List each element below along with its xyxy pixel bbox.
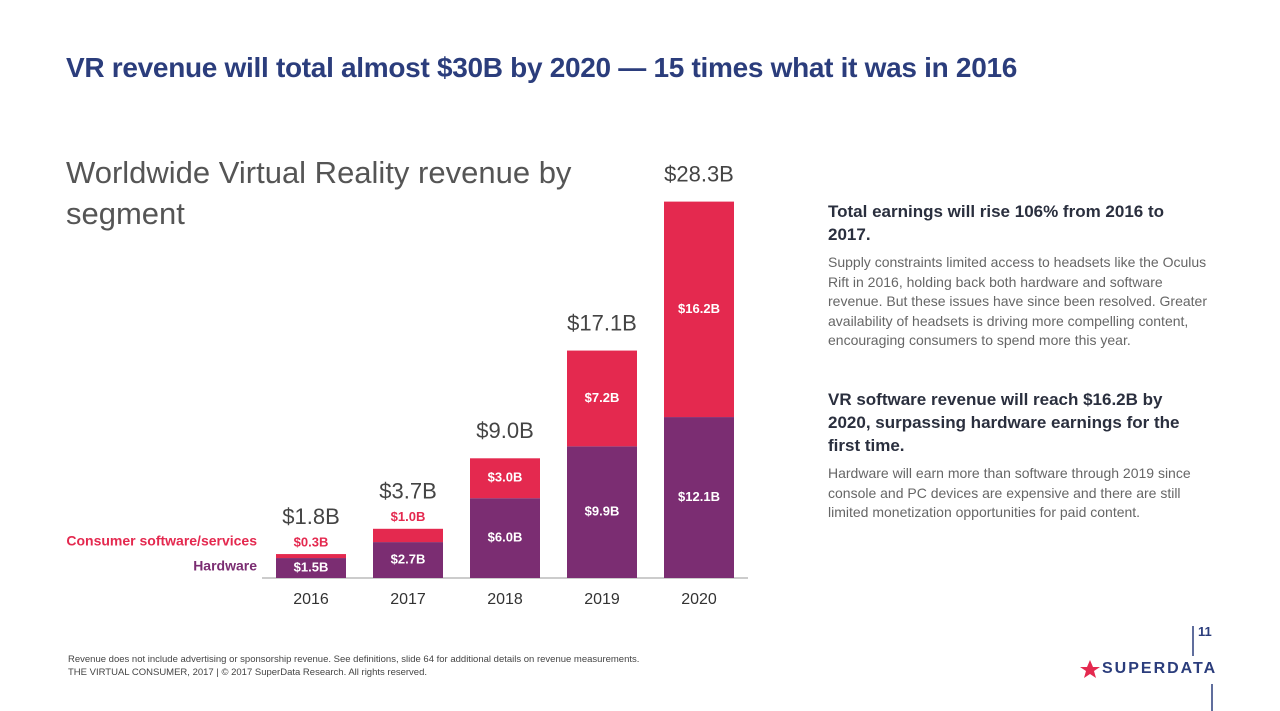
bar-segment — [276, 554, 346, 559]
bar-segment — [470, 458, 540, 499]
bar-segment — [664, 417, 734, 578]
bar-segment — [470, 498, 540, 578]
total-label: $28.3B — [664, 161, 734, 186]
total-label: $3.7B — [379, 479, 437, 504]
value-label: $3.0B — [488, 470, 523, 485]
note-body: Hardware will earn more than software th… — [828, 465, 1191, 520]
value-label: $0.3B — [294, 534, 329, 549]
bar-segment — [373, 542, 443, 578]
x-tick-label: 2020 — [681, 591, 717, 608]
x-tick-label: 2018 — [487, 591, 523, 608]
note-heading: VR software revenue will reach $16.2B by… — [828, 390, 1180, 455]
note-heading: Total earnings will rise 106% from 2016 … — [828, 202, 1165, 244]
value-label: $1.0B — [391, 509, 426, 524]
legend-label: Consumer software/services — [66, 533, 257, 549]
value-label: $12.1B — [678, 489, 720, 504]
bar-segment — [373, 528, 443, 543]
value-label: $16.2B — [678, 301, 720, 316]
note: Total earnings will rise 106% from 2016 … — [828, 200, 1208, 351]
logo-star — [1080, 660, 1100, 678]
bar-segment — [567, 446, 637, 578]
footnote-line: Revenue does not include advertising or … — [68, 654, 640, 665]
value-label: $2.7B — [391, 551, 426, 566]
total-label: $1.8B — [282, 504, 340, 529]
footnote: Revenue does not include advertising or … — [68, 653, 639, 679]
bar-segment — [276, 558, 346, 578]
chart-title: Worldwide Virtual Reality revenue by seg… — [66, 155, 572, 231]
page-number: 11 — [1198, 624, 1212, 639]
value-label: $6.0B — [488, 530, 523, 545]
x-tick-label: 2016 — [293, 591, 329, 608]
value-label: $9.9B — [585, 504, 620, 519]
logo: SUPERDATA — [1102, 660, 1218, 677]
headline: VR revenue will total almost $30B by 202… — [66, 52, 1018, 83]
bar-segment — [664, 201, 734, 418]
footnote-line: THE VIRTUAL CONSUMER, 2017 | © 2017 Supe… — [68, 667, 428, 678]
x-tick-label: 2017 — [390, 591, 426, 608]
note-body: Supply constraints limited access to hea… — [828, 254, 1207, 348]
value-label: $1.5B — [294, 559, 329, 574]
note: VR software revenue will reach $16.2B by… — [828, 388, 1208, 523]
value-label: $7.2B — [585, 390, 620, 405]
total-label: $17.1B — [567, 310, 637, 335]
total-label: $9.0B — [476, 418, 534, 443]
bar-segment — [567, 350, 637, 447]
x-tick-label: 2019 — [584, 591, 620, 608]
legend-label: Hardware — [193, 558, 257, 574]
